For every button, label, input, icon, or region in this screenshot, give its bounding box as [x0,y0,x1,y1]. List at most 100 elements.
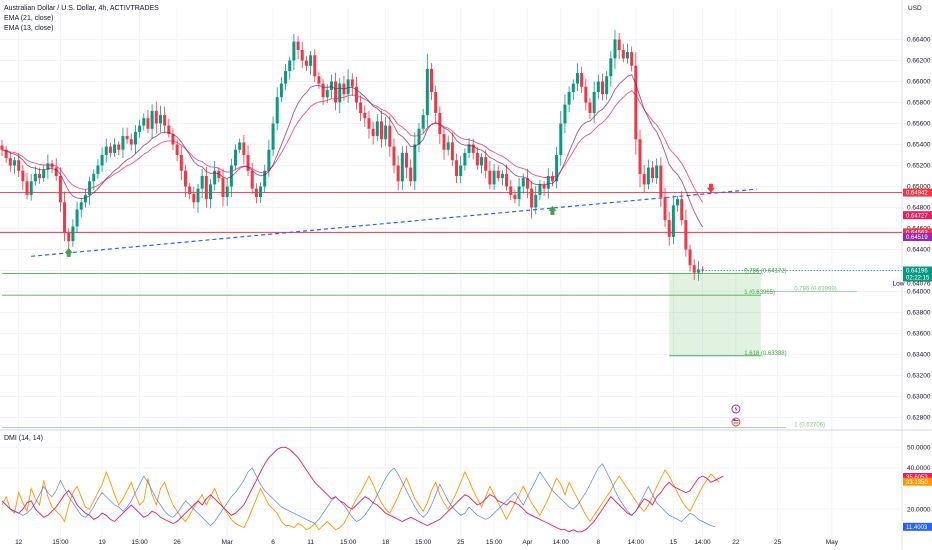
fib-levels[interactable]: 0.786 (0.64172) 1 (0.63965) 0.786 (0.63999… [2,268,857,428]
time-tick-label: 14:00 [694,539,711,546]
candle-body [38,173,42,179]
candle-body [200,176,204,189]
ema-tag-label: 0.64727 [906,213,928,219]
candle-body [525,178,529,189]
dmi-tag [903,472,932,481]
candle-body [580,73,584,87]
candle-body [125,136,129,140]
candle-body [592,92,596,113]
candle-body [667,220,671,237]
candle-body [234,149,238,166]
dmi-gridlines [0,446,902,510]
candle-body [555,155,559,182]
candle-body [288,60,292,71]
candle-body [392,146,396,166]
candle-body [359,102,363,113]
candle-body [300,50,304,61]
price-tick-label: 0.65400 [907,142,931,149]
candle-body [42,169,46,179]
candle-body [263,170,267,187]
currency-label[interactable]: USD [908,5,922,12]
candle-body [108,146,112,153]
candle-body [701,269,705,271]
candle-body [480,157,484,166]
low-value-label: 0.64076 [907,281,931,288]
dmi-tick-label: 40.0000 [907,465,931,472]
candle-body [363,113,367,119]
time-tick-label: 22 [732,539,740,546]
fib-level-label: 1 (0.62706) [794,422,825,428]
candle-body [292,41,296,61]
candle-body [379,121,383,140]
symbol-title[interactable]: Australian Dollar / U.S. Dollar, 4h, ACT… [4,5,159,12]
candle-body [521,178,525,187]
candle-body [692,265,696,273]
ema21-line [1,90,703,203]
candle-body [58,176,62,203]
candle-body [100,155,104,166]
candle-body [404,152,408,168]
candle-body [463,152,467,166]
candle-body [538,184,542,195]
candle-body [609,58,613,77]
candle-body [88,181,92,195]
dmi-tick-label: 50.0000 [907,445,931,452]
candle-body [413,144,417,182]
time-axis[interactable]: 12 15:00 19 15:00 26 Mar 6 11 15:00 18 15:00 25 15:0… [15,539,839,546]
time-tick-label: 12 [15,539,23,546]
candle-body [438,113,442,134]
fib-target-zone [669,273,761,356]
trendline[interactable] [31,188,757,257]
candle-body [492,170,496,185]
candle-body [450,142,454,161]
candle-body [459,165,463,176]
hline-tag [903,228,932,237]
candle-body [8,158,12,166]
candle-body [676,199,680,206]
candle-body [250,170,254,189]
chart-legend[interactable]: Australian Dollar / U.S. Dollar, 4h, ACT… [4,4,159,34]
time-tick-label: 14:00 [553,539,570,546]
candle-body [651,167,655,179]
dmi-tag [903,477,932,486]
candle-body [613,39,617,59]
candle-body [575,73,579,84]
price-tick-label: 0.66000 [907,79,931,86]
candle-body [150,110,154,129]
event-markers[interactable] [731,404,741,427]
candle-body [46,163,50,170]
fib-level-label: 0.786 (0.63999) [794,287,836,293]
ema13-line [1,74,703,228]
candle-body [17,160,21,171]
candle-body [638,139,642,174]
candle-body [471,144,475,153]
candle-body [25,181,29,195]
candle-body [146,118,150,129]
time-tick-label: 6 [271,539,275,546]
price-tick-label: 0.66400 [907,37,931,44]
candle-body [133,131,137,145]
candle-body [384,125,388,140]
time-tick-label: 15:00 [340,539,357,546]
horizontal-lines[interactable] [0,192,902,233]
candle-body [63,202,67,233]
candle-body [354,86,358,103]
candle-body [338,83,342,103]
dmi-axis[interactable]: 50.0000 40.0000 20.0000 [907,445,931,514]
ema13-legend[interactable]: EMA (13, close) [4,25,54,32]
time-tick-label: 25 [774,539,782,546]
us-flag-stripe-icon [733,420,739,421]
candle-body [121,136,125,150]
candle-body [467,144,471,153]
candle-body [446,142,450,150]
candle-body [530,188,534,208]
dmi-legend[interactable]: DMI (14, 14) [4,435,43,442]
us-flag-canton-icon [733,419,736,421]
candle-body [171,134,175,145]
time-tick-label: 19 [98,539,106,546]
price-tick-label: 0.65000 [907,184,931,191]
time-tick-label: 11 [307,539,314,546]
candle-body [430,68,434,92]
ema21-legend[interactable]: EMA (21, close) [4,15,54,22]
